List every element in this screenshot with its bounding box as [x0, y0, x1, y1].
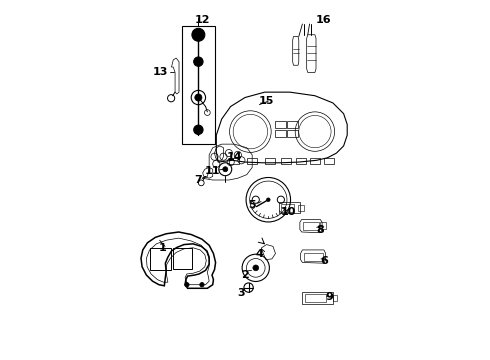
Bar — [182, 26, 215, 144]
Text: 14: 14 — [226, 152, 242, 162]
Bar — [281, 204, 294, 212]
Bar — [173, 248, 192, 269]
Bar — [303, 222, 319, 230]
Text: 16: 16 — [316, 15, 332, 26]
Circle shape — [194, 57, 203, 66]
Bar — [298, 205, 304, 211]
Circle shape — [223, 167, 228, 172]
Bar — [265, 158, 275, 164]
Text: 13: 13 — [153, 67, 169, 77]
Bar — [295, 158, 306, 164]
Text: 11: 11 — [205, 166, 220, 176]
Text: 9: 9 — [325, 292, 333, 302]
Bar — [302, 292, 333, 304]
Circle shape — [253, 265, 259, 271]
Text: 6: 6 — [320, 256, 328, 266]
Bar — [304, 253, 323, 261]
Bar — [150, 248, 171, 270]
Bar — [279, 202, 300, 213]
Circle shape — [192, 28, 205, 41]
Bar — [287, 121, 298, 128]
Text: 4: 4 — [255, 248, 263, 258]
Bar — [310, 158, 320, 164]
Bar — [304, 294, 326, 302]
Circle shape — [194, 125, 203, 134]
Circle shape — [267, 198, 270, 202]
Text: 12: 12 — [194, 15, 210, 26]
Text: 3: 3 — [238, 288, 245, 298]
Bar — [324, 158, 334, 164]
Bar — [281, 158, 291, 164]
Bar — [275, 121, 286, 128]
Bar — [275, 130, 286, 137]
Bar — [247, 158, 257, 164]
Circle shape — [185, 283, 189, 287]
Circle shape — [200, 283, 204, 287]
Text: 5: 5 — [248, 200, 256, 210]
Text: 1: 1 — [159, 243, 167, 253]
Text: 15: 15 — [259, 96, 274, 106]
Bar — [333, 296, 337, 301]
Text: 7: 7 — [195, 175, 202, 185]
Circle shape — [195, 94, 202, 101]
Text: 10: 10 — [280, 207, 296, 217]
Text: 8: 8 — [317, 225, 324, 235]
Bar — [287, 130, 298, 137]
Bar — [320, 222, 326, 229]
Bar — [229, 158, 239, 164]
Text: 2: 2 — [241, 270, 249, 280]
